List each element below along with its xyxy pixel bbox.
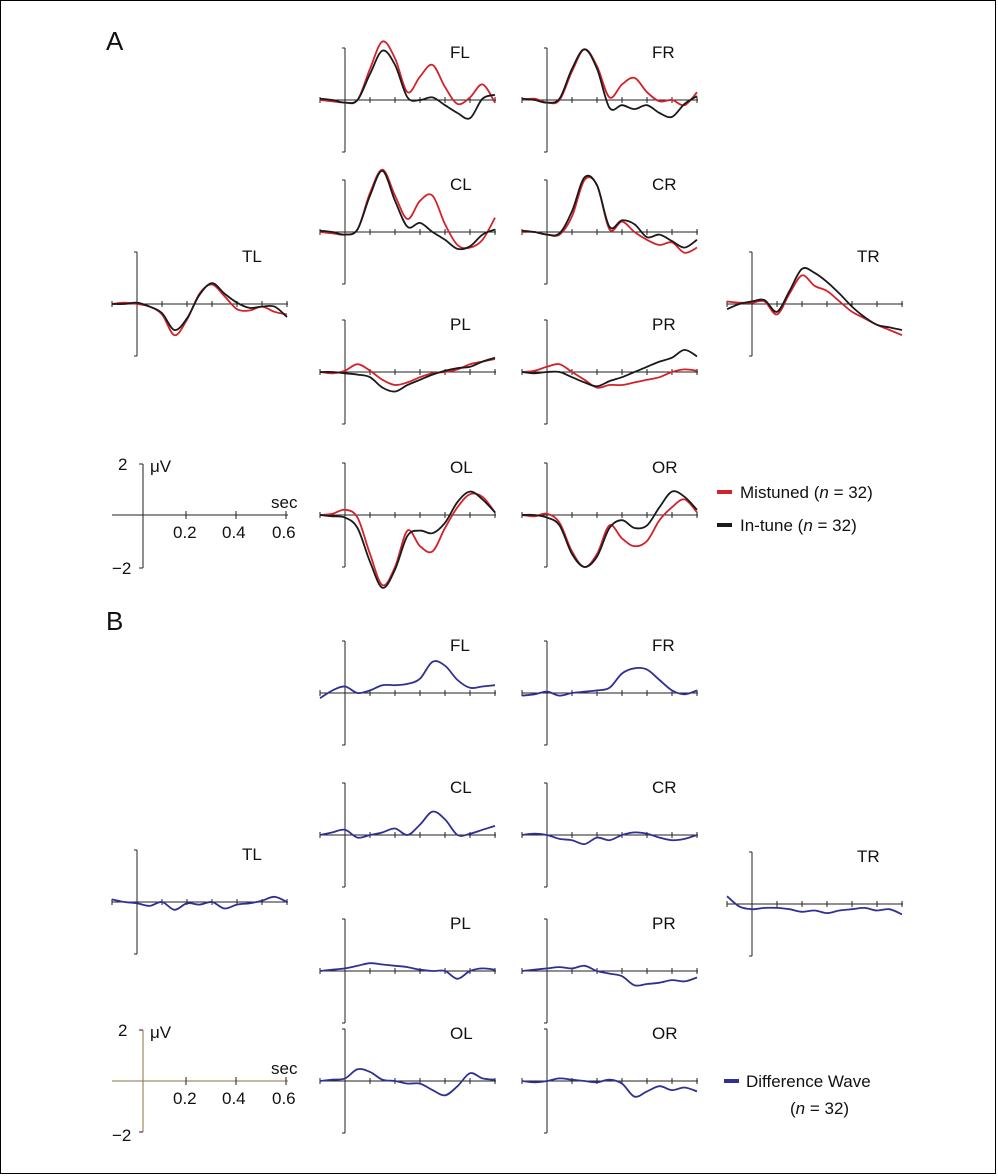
scale-a-tick-label: 0.6 (272, 523, 296, 542)
trace-difference (319, 660, 496, 699)
channel-label: OR (652, 458, 678, 477)
channel-plot-b-fl: FL (319, 636, 496, 746)
panel-a-scale: 2 μV −2 sec 0.2 0.4 0.6 (112, 455, 298, 578)
trace-in-tune (319, 170, 496, 251)
trace-in-tune (319, 490, 496, 589)
legend-label-difference: Difference Wave (746, 1072, 871, 1091)
trace-in-tune (521, 48, 698, 119)
channel-plot-a-cr: CR (521, 174, 698, 285)
trace-mistuned (111, 283, 288, 337)
scale-b-x-unit-label: sec (271, 1059, 298, 1078)
trace-mistuned (319, 492, 496, 587)
trace-in-tune (111, 282, 288, 331)
scale-b-tick-label: 0.2 (173, 1089, 197, 1108)
trace-mistuned (521, 498, 698, 568)
scale-b-tick-label: 0.6 (272, 1089, 296, 1108)
trace-in-tune (521, 490, 698, 568)
channel-plot-a-or: OR (521, 458, 698, 568)
channel-plot-b-cr: CR (521, 778, 698, 888)
channel-label: FR (652, 43, 675, 62)
channel-label: TR (857, 247, 880, 266)
channel-plots: FL FR CL CR TL TR PL PR OL OR FL FR CL CR TL TR PL PR OL OR (111, 40, 903, 1134)
trace-in-tune (521, 349, 698, 388)
trace-mistuned (521, 363, 698, 389)
channel-label: PL (450, 315, 471, 334)
channel-plot-b-cl: CL (319, 778, 496, 888)
channel-label: FL (450, 43, 470, 62)
channel-plot-b-fr: FR (521, 636, 698, 746)
trace-in-tune (521, 174, 698, 249)
scale-a-y-top-label: 2 (118, 455, 127, 474)
panel-b-letter: B (106, 606, 123, 636)
trace-mistuned (319, 358, 496, 386)
channel-plot-a-fl: FL (319, 40, 496, 153)
channel-label: OL (450, 1024, 473, 1043)
channel-label: OL (450, 458, 473, 477)
channel-plot-b-pr: PR (521, 914, 698, 1024)
channel-plot-a-pr: PR (521, 315, 698, 425)
channel-plot-b-or: OR (521, 1024, 698, 1134)
channel-label: TR (857, 847, 880, 866)
channel-label: CR (652, 175, 677, 194)
channel-label: PR (652, 914, 676, 933)
channel-plot-a-tl: TL (111, 247, 288, 357)
channel-plot-b-tr: TR (726, 847, 903, 957)
scale-b-y-bottom-label: −2 (112, 1126, 131, 1145)
scale-a-tick-label: 0.4 (222, 523, 246, 542)
scale-b-unit-label: μV (150, 1023, 172, 1042)
channel-plot-a-fr: FR (521, 43, 698, 153)
trace-in-tune (319, 356, 496, 393)
channel-plot-a-ol: OL (319, 458, 496, 589)
channel-plot-b-pl: PL (319, 914, 496, 1024)
trace-difference (726, 895, 903, 916)
channel-label: OR (652, 1024, 678, 1043)
channel-plot-b-tl: TL (111, 845, 288, 955)
channel-plot-a-pl: PL (319, 315, 496, 425)
channel-label: TL (242, 845, 262, 864)
trace-difference (521, 666, 698, 697)
channel-plot-a-tr: TR (726, 247, 903, 357)
panel-a-letter: A (106, 26, 124, 56)
scale-b-y-top-label: 2 (118, 1021, 127, 1040)
scale-a-y-bottom-label: −2 (112, 559, 131, 578)
trace-in-tune (319, 49, 496, 120)
channel-label: FR (652, 636, 675, 655)
panel-b-scale: 2 μV −2 sec 0.2 0.4 0.6 (112, 1021, 298, 1145)
scale-a-x-unit-label: sec (271, 493, 298, 512)
legend-label-mistuned: Mistuned (n = 32) (740, 483, 873, 502)
legend-label-in-tune: In-tune (n = 32) (740, 516, 857, 535)
channel-label: CR (652, 778, 677, 797)
scale-b-tick-label: 0.4 (222, 1089, 246, 1108)
channel-label: CL (450, 175, 472, 194)
trace-in-tune (726, 267, 903, 331)
channel-label: TL (242, 247, 262, 266)
channel-label: FL (450, 636, 470, 655)
scale-a-unit-label: μV (150, 457, 172, 476)
trace-mistuned (726, 274, 903, 337)
trace-difference (111, 895, 288, 911)
channel-label: PL (450, 914, 471, 933)
trace-difference (319, 962, 496, 980)
trace-difference (521, 1077, 698, 1098)
panel-a-legend: Mistuned (n = 32) In-tune (n = 32) (717, 483, 873, 535)
trace-difference (319, 1068, 496, 1097)
channel-plot-b-ol: OL (319, 1024, 496, 1134)
legend-label-difference-n: (n = 32) (790, 1099, 849, 1118)
channel-plot-a-cl: CL (319, 168, 496, 285)
channel-label: CL (450, 778, 472, 797)
scale-a-tick-label: 0.2 (173, 523, 197, 542)
trace-difference (521, 831, 698, 846)
panel-b-legend: Difference Wave (n = 32) (724, 1072, 871, 1118)
trace-difference (319, 810, 496, 839)
trace-difference (521, 964, 698, 987)
channel-label: PR (652, 315, 676, 334)
